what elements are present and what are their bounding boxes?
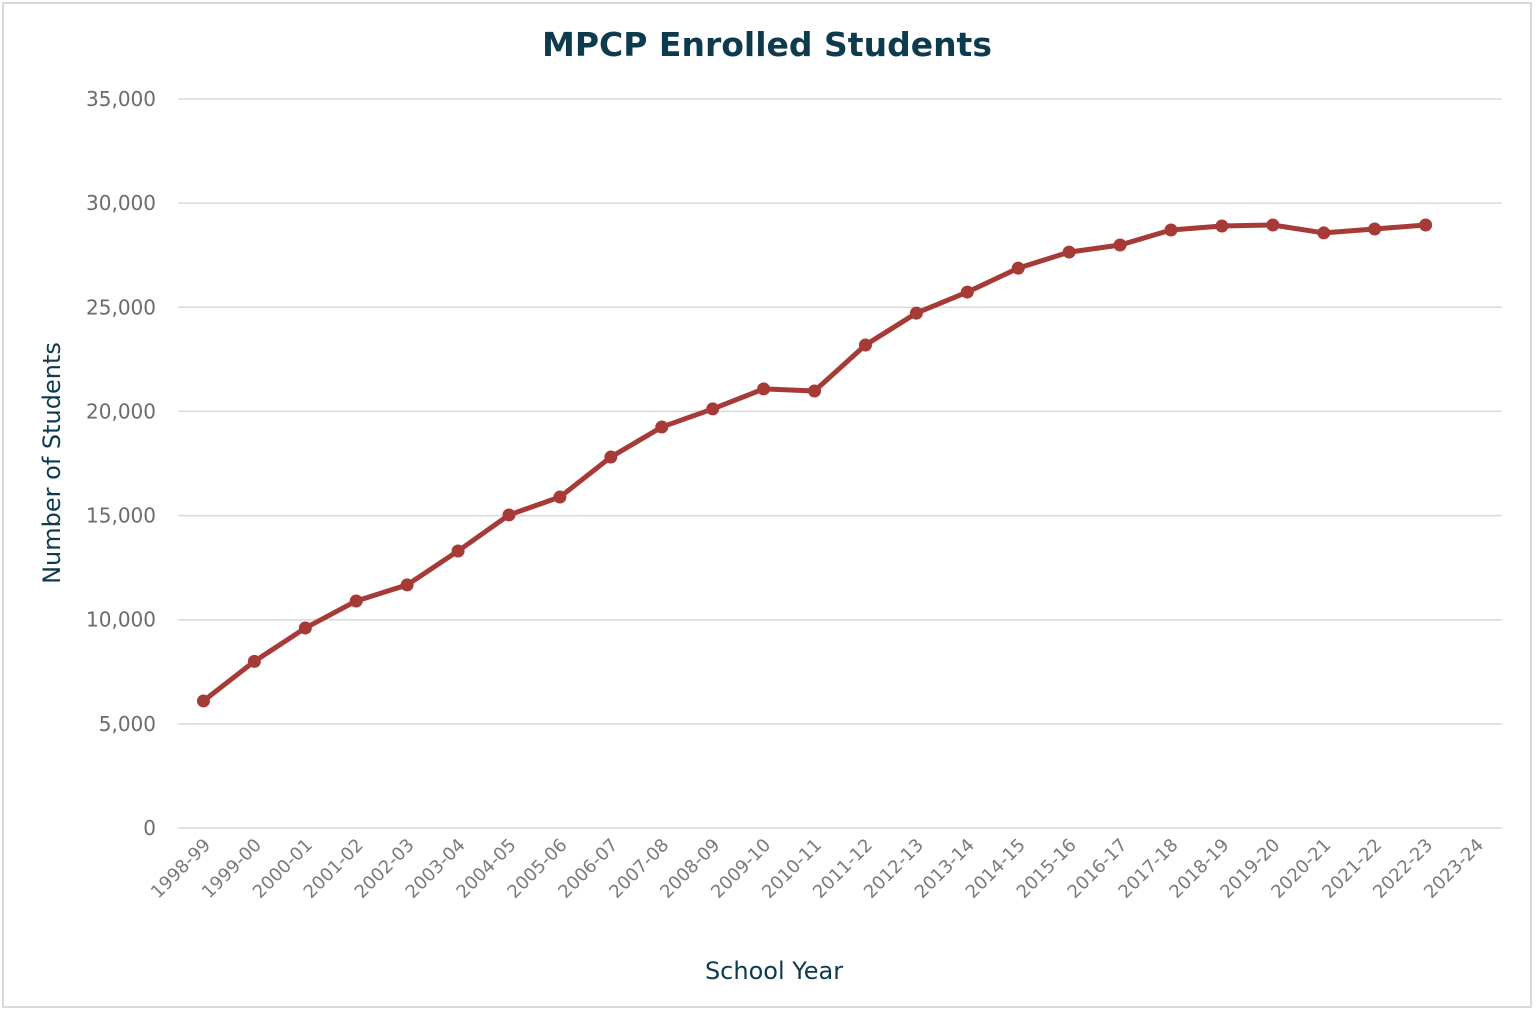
data-point bbox=[349, 594, 363, 608]
series-line bbox=[201, 222, 1426, 703]
data-point bbox=[196, 694, 210, 708]
data-point bbox=[502, 508, 516, 522]
data-point bbox=[1266, 218, 1280, 232]
data-point bbox=[655, 420, 669, 434]
y-tick-label: 25,000 bbox=[86, 295, 156, 319]
data-point bbox=[1164, 223, 1178, 237]
y-tick-label: 15,000 bbox=[86, 504, 156, 528]
data-point bbox=[706, 402, 720, 416]
y-tick-label: 35,000 bbox=[86, 87, 156, 111]
data-point bbox=[400, 578, 414, 592]
chart-title: MPCP Enrolled Students bbox=[542, 25, 992, 64]
data-point bbox=[1011, 261, 1025, 275]
data-point bbox=[1368, 222, 1382, 236]
y-tick-label: 30,000 bbox=[86, 191, 156, 215]
data-point bbox=[604, 450, 618, 464]
data-point bbox=[1062, 245, 1076, 259]
data-point bbox=[960, 285, 974, 299]
data-point bbox=[808, 384, 822, 398]
data-point bbox=[1317, 226, 1331, 240]
data-point bbox=[451, 544, 465, 558]
y-axis-label: Number of Students bbox=[38, 342, 66, 584]
y-tick-label: 20,000 bbox=[86, 399, 156, 423]
data-point bbox=[298, 621, 312, 635]
y-tick-label: 5,000 bbox=[99, 712, 156, 736]
y-tick-label: 0 bbox=[143, 816, 156, 840]
data-point bbox=[247, 654, 261, 668]
data-point bbox=[1113, 238, 1127, 252]
data-point bbox=[553, 490, 567, 504]
data-point bbox=[1215, 219, 1229, 233]
data-point bbox=[858, 338, 872, 352]
data-point bbox=[757, 382, 771, 396]
x-axis-label: School Year bbox=[705, 957, 843, 985]
data-point bbox=[1419, 218, 1433, 232]
data-point bbox=[909, 306, 923, 320]
y-tick-label: 10,000 bbox=[86, 608, 156, 632]
